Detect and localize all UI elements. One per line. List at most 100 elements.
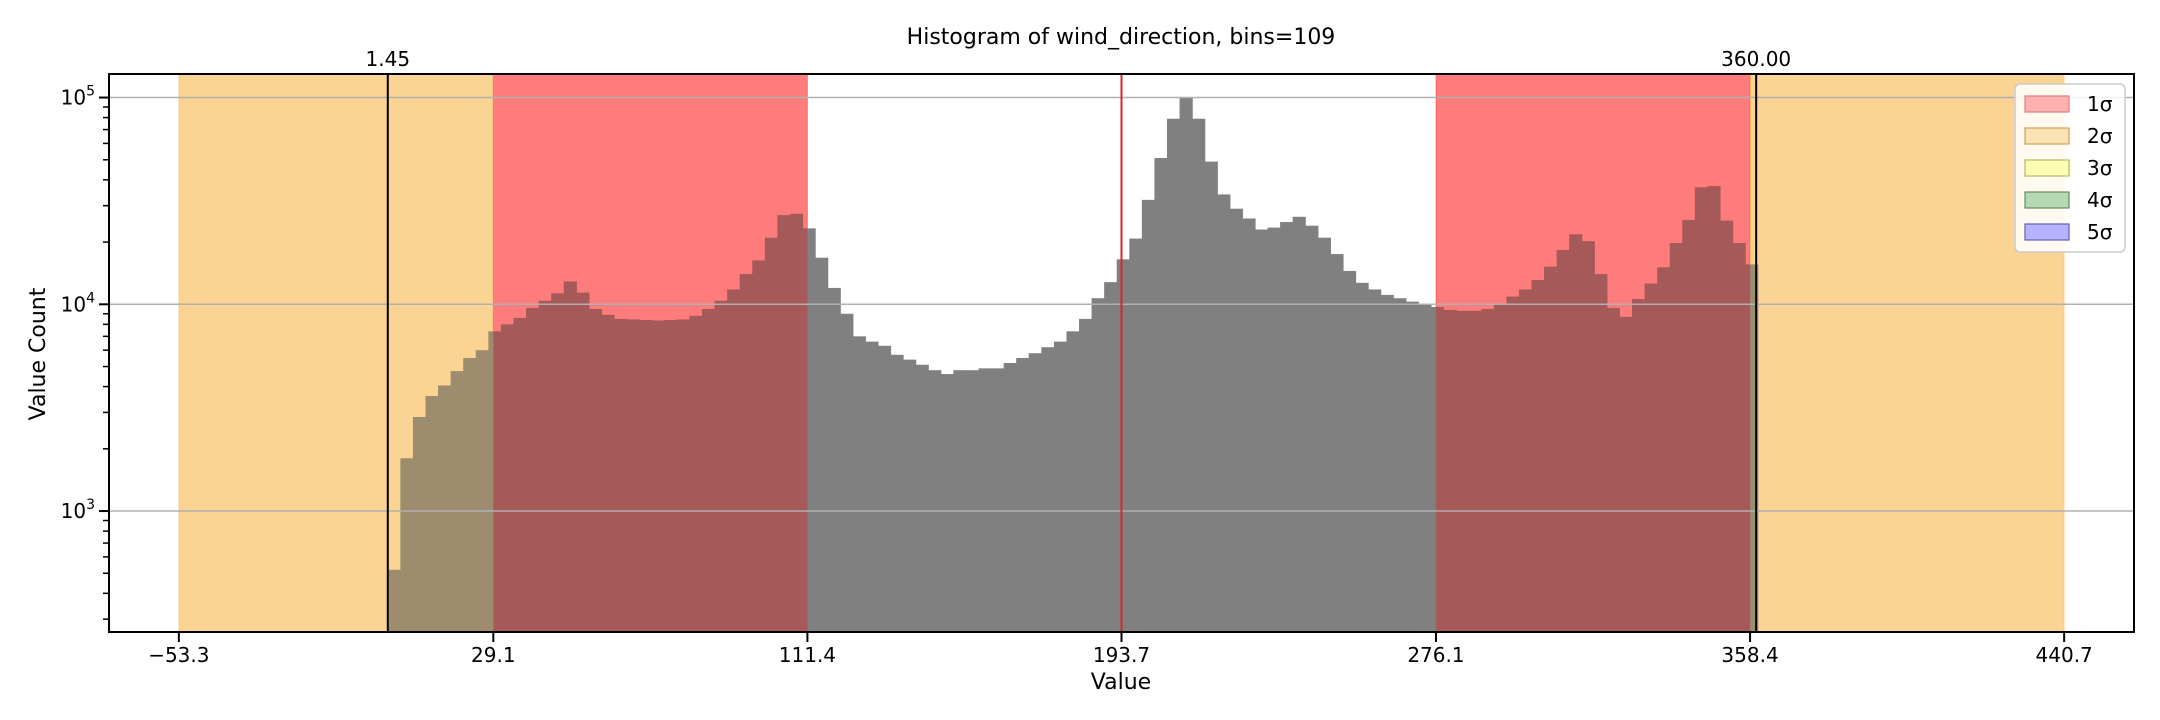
histogram-bar xyxy=(1456,310,1470,632)
histogram-bar xyxy=(1280,222,1294,632)
histogram-bar xyxy=(1430,307,1445,632)
histogram-bar xyxy=(1418,304,1432,632)
histogram-bar xyxy=(1179,97,1193,633)
histogram-bar xyxy=(1657,267,1671,632)
histogram-bar xyxy=(1242,218,1256,633)
histogram-bar xyxy=(1116,259,1130,632)
min-line-label: 1.45 xyxy=(366,47,411,71)
histogram-bar xyxy=(1393,298,1407,632)
histogram-bar xyxy=(764,237,778,632)
histogram-bar xyxy=(664,319,678,632)
histogram-bar xyxy=(1745,264,1759,632)
histogram-bar xyxy=(877,345,892,632)
histogram-bar xyxy=(614,318,628,632)
histogram-bars xyxy=(387,97,1759,633)
x-tick-label: 358.4 xyxy=(1721,643,1778,667)
histogram-bar xyxy=(739,274,753,632)
histogram-bar xyxy=(1204,161,1218,633)
y-axis-label: Value Count xyxy=(26,287,51,420)
histogram-bar xyxy=(1682,219,1696,632)
sigma-band-overlay-2-right xyxy=(1750,74,2065,632)
histogram-bar xyxy=(400,458,414,632)
histogram-bar xyxy=(1066,331,1080,632)
legend-swatch xyxy=(2024,95,2070,113)
histogram-bar xyxy=(1079,318,1093,632)
histogram-bar xyxy=(1254,229,1269,632)
histogram-bar xyxy=(1041,347,1055,632)
histogram-bar xyxy=(928,370,942,632)
histogram-bar xyxy=(1368,289,1382,632)
histogram-bar xyxy=(1606,307,1621,632)
histogram-bar xyxy=(1506,296,1520,632)
histogram-bar xyxy=(752,260,766,632)
histogram-bar xyxy=(1644,283,1658,632)
histogram-bar xyxy=(1229,208,1244,632)
histogram-bar xyxy=(1719,220,1734,632)
histogram-bar xyxy=(1016,357,1030,632)
x-tick-label: 440.7 xyxy=(2036,643,2093,667)
legend-swatch xyxy=(2024,191,2070,209)
histogram-bar xyxy=(953,370,967,632)
sigma-band-overlay-1-right xyxy=(1435,74,1751,632)
x-tick-label: 29.1 xyxy=(471,643,516,667)
histogram-bar xyxy=(789,213,804,632)
histogram-bar xyxy=(387,569,401,632)
legend-label: 3σ xyxy=(2087,156,2113,180)
histogram-bar xyxy=(626,319,640,632)
histogram-bar xyxy=(1003,363,1017,632)
histogram-bar xyxy=(1632,299,1646,632)
histogram-bar xyxy=(865,341,879,632)
histogram-bar xyxy=(475,350,489,632)
histogram-bar xyxy=(1669,242,1683,632)
histogram-bar xyxy=(1694,187,1709,633)
legend-label: 1σ xyxy=(2087,92,2113,116)
histogram-bar xyxy=(425,396,439,632)
histogram-bar xyxy=(689,315,703,632)
x-tick-label: 276.1 xyxy=(1407,643,1464,667)
legend-label: 4σ xyxy=(2087,188,2113,212)
histogram-bar xyxy=(1594,274,1608,632)
histogram-bar xyxy=(1167,118,1181,633)
histogram-bar xyxy=(1330,254,1344,632)
histogram-bar xyxy=(1192,118,1206,633)
histogram-bar xyxy=(1405,301,1419,632)
legend-label: 5σ xyxy=(2087,220,2113,244)
histogram-bar xyxy=(714,300,728,632)
histogram-bar xyxy=(676,319,691,632)
histogram-bar xyxy=(526,307,540,632)
histogram-bar xyxy=(1317,237,1331,632)
histogram-bar xyxy=(651,320,665,632)
legend-label: 2σ xyxy=(2087,124,2113,148)
histogram-bar xyxy=(438,385,452,632)
histogram-bar xyxy=(1292,216,1306,632)
histogram-bar xyxy=(1267,227,1281,633)
x-axis-label: Value xyxy=(1091,670,1151,695)
histogram-bar xyxy=(1154,158,1168,632)
x-tick-label: 111.4 xyxy=(779,643,836,667)
legend-box xyxy=(2014,83,2126,253)
sigma-band-overlay-2-left xyxy=(178,74,494,632)
histogram-bar xyxy=(588,308,603,632)
legend-swatch xyxy=(2024,127,2070,145)
x-tick-label: 193.7 xyxy=(1093,643,1150,667)
plot-area: 1.45 360.00 −53.3 29.1 111.4 193.7 276.1 358.4 4… xyxy=(61,47,2135,667)
histogram-bar xyxy=(1544,266,1558,632)
histogram-bar xyxy=(1342,270,1357,632)
histogram-bar xyxy=(978,368,992,632)
legend: 1σ 2σ 3σ 4σ 5σ xyxy=(2014,83,2126,253)
histogram-bar xyxy=(412,417,427,632)
y-tick-label: 105 xyxy=(61,84,95,110)
chart-title: Histogram of wind_direction, bins=109 xyxy=(907,25,1336,50)
x-tick-label: −53.3 xyxy=(148,643,209,667)
histogram-bar xyxy=(777,215,791,632)
histogram-bar xyxy=(827,287,841,632)
histogram-bar xyxy=(463,357,477,632)
histogram-bar xyxy=(991,368,1005,632)
histogram-bar xyxy=(538,300,552,632)
histogram-bar xyxy=(513,317,527,632)
sigma-band-overlay-1-left xyxy=(493,74,808,632)
histogram-bar xyxy=(815,257,829,632)
histogram-bar xyxy=(1355,282,1369,632)
histogram-bar xyxy=(1129,238,1143,632)
